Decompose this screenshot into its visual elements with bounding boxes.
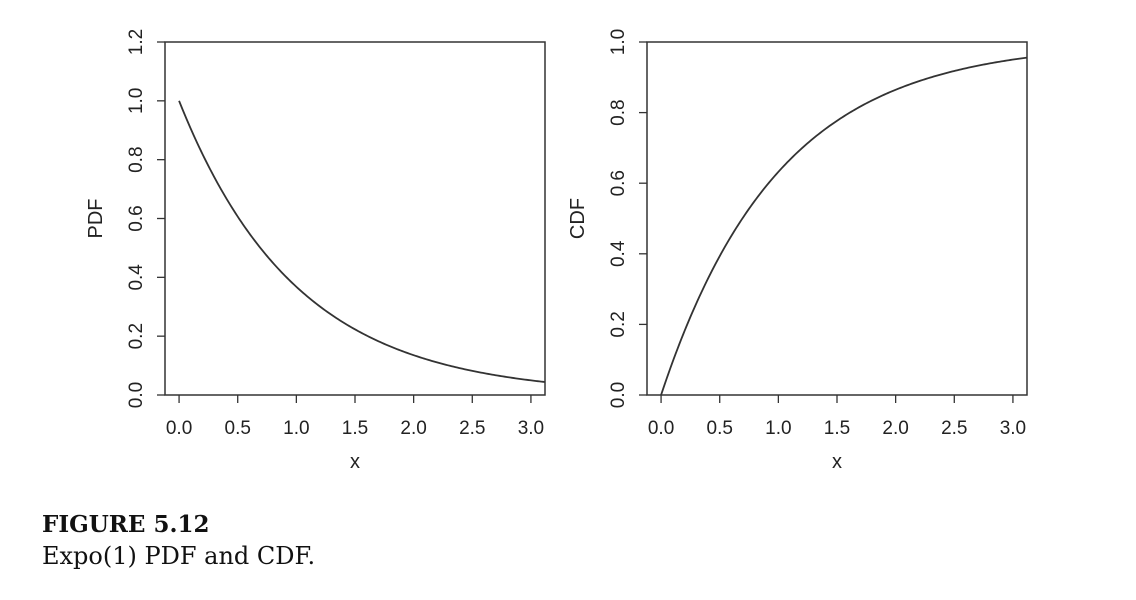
y-tick-label: 0.8 xyxy=(126,146,147,172)
x-tick-label: 2.0 xyxy=(882,418,908,439)
chart-panel-2: 0.0 0.5 1.0 1.5 2.0 2.5 3.0 0.0 0.2 0.4 0.6 0.8 1.0 x… xyxy=(567,29,1028,473)
x-tick-label: 2.5 xyxy=(459,418,485,439)
plot-frame xyxy=(646,41,1028,396)
y-tick-label: 0.4 xyxy=(126,264,147,291)
x-tick-label: 0.0 xyxy=(166,418,192,439)
y-tick-label: 0.8 xyxy=(608,99,629,125)
y-tick-label: 1.2 xyxy=(126,29,147,55)
y-tick-label: 0.2 xyxy=(126,323,147,349)
y-tick-label: 0.4 xyxy=(608,240,629,267)
x-tick-label: 1.0 xyxy=(765,418,791,439)
y-axis-title: CDF xyxy=(567,198,589,239)
x-tick-label: 0.5 xyxy=(707,418,733,439)
x-tick-label: 0.0 xyxy=(648,418,674,439)
plot-frame xyxy=(164,41,546,396)
x-tick-label: 1.5 xyxy=(342,418,368,439)
y-tick-label: 0.0 xyxy=(126,382,147,408)
x-tick-label: 3.0 xyxy=(1000,418,1026,439)
y-tick-label: 1.0 xyxy=(126,88,147,114)
y-tick-label: 0.6 xyxy=(608,170,629,196)
figure-label: FIGURE 5.12 xyxy=(42,511,210,538)
y-tick-label: 0.0 xyxy=(608,382,629,408)
y-tick-label: 0.6 xyxy=(126,205,147,231)
y-tick-label: 0.2 xyxy=(608,311,629,337)
y-tick-label: 1.0 xyxy=(608,29,629,55)
x-axis-title: x xyxy=(832,451,842,473)
series-line xyxy=(660,56,1028,396)
x-tick-label: 2.0 xyxy=(400,418,426,439)
series-line xyxy=(178,100,546,383)
x-tick-label: 1.0 xyxy=(283,418,309,439)
figure-caption: Expo(1) PDF and CDF. xyxy=(42,542,316,570)
x-tick-label: 2.5 xyxy=(941,418,967,439)
chart-panel-1: 0.0 0.5 1.0 1.5 2.0 2.5 3.0 0.0 0.2 0.4 0.6 0.8 1.0 1… xyxy=(85,29,546,473)
y-axis-title: PDF xyxy=(85,199,107,239)
charts-area: 0.0 0.5 1.0 1.5 2.0 2.5 3.0 0.0 0.2 0.4 0.6 0.8 1.0 1… xyxy=(85,29,1028,473)
x-tick-label: 0.5 xyxy=(225,418,251,439)
x-tick-label: 3.0 xyxy=(518,418,544,439)
figure-caption-block: FIGURE 5.12 Expo(1) PDF and CDF. xyxy=(42,510,315,572)
x-axis-title: x xyxy=(350,451,360,473)
x-tick-label: 1.5 xyxy=(824,418,850,439)
